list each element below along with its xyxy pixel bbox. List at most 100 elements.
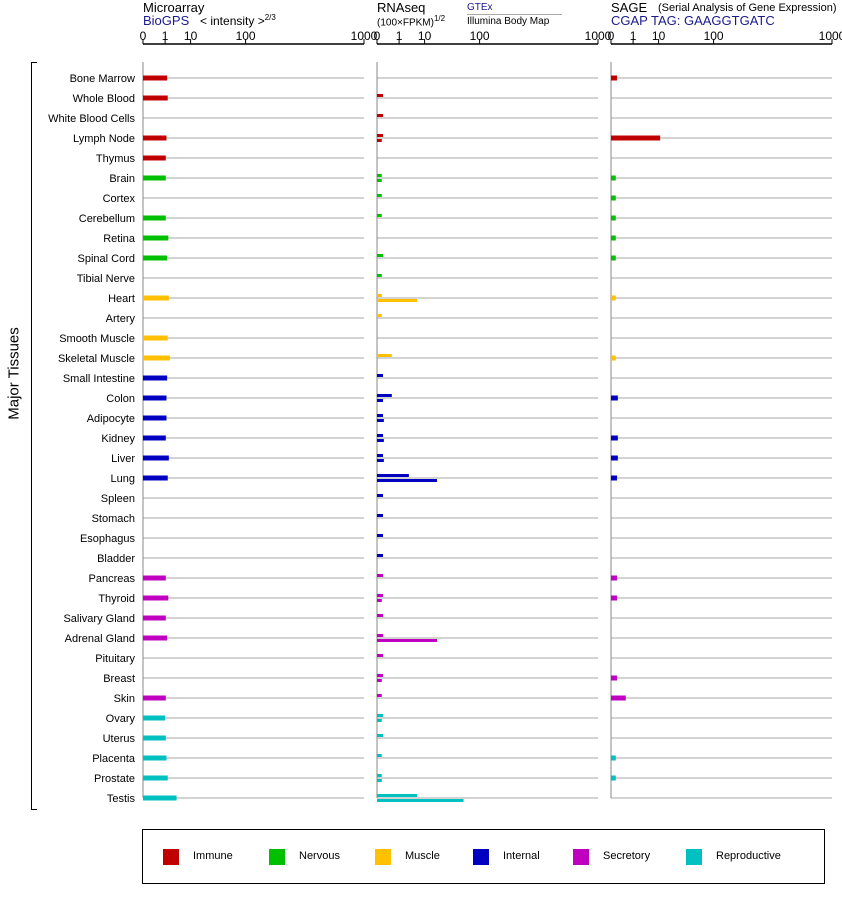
microarray-bar [143,695,166,701]
sage-bar [611,455,618,461]
microarray-bar [143,435,166,441]
legend-swatch-nervous [269,849,285,865]
tissue-label: Skeletal Muscle [58,353,135,365]
rnaseq-gtex-bar [377,314,382,317]
microarray-bar [143,135,167,141]
microarray-subtitle: < intensity >2/3 [200,13,276,28]
microarray-bar [143,615,166,621]
rnaseq-tick-label: 1000 [585,29,612,43]
tissue-label: Heart [108,293,135,305]
tissue-label: Adrenal Gland [65,633,135,645]
microarray-bar [143,215,166,221]
tissue-label: Artery [106,313,136,325]
microarray-tick-label: 100 [236,29,256,43]
sage-bar [611,695,626,701]
microarray-bar [143,75,168,81]
rnaseq-gtex-bar [377,594,383,597]
rnaseq-gtex-bar [377,454,383,457]
tissue-label: Lymph Node [73,133,135,145]
rnaseq-gtex-bar [377,354,392,357]
rnaseq-gtex-bar [377,114,383,117]
microarray-tick-label: 1 [162,29,169,43]
rnaseq-ibm-bar [377,299,418,302]
tissue-label: Bone Marrow [70,73,135,85]
sage-subtitle: (Serial Analysis of Gene Expression) [658,2,837,14]
rnaseq-ibm-bar [377,799,464,802]
rnaseq-gtex-bar [377,734,383,737]
rnaseq-tick-label: 10 [418,29,432,43]
tissue-label: Ovary [106,713,136,725]
rnaseq-ibm-bar [377,679,382,682]
tissue-label: Spinal Cord [78,253,135,265]
rnaseq-gtex-bar [377,694,382,697]
rnaseq-gtex-bar [377,514,383,517]
sage-bar [611,595,617,601]
tissue-label: Bladder [97,553,135,565]
sage-tag: TAG: GAAGGTGATC [651,13,775,28]
rnaseq-gtex-bar [377,294,382,297]
tissue-label: Cerebellum [79,213,135,225]
tissue-label: Whole Blood [73,93,135,105]
rnaseq-ibm-bar [377,599,382,602]
microarray-exponent: 2/3 [264,13,276,22]
microarray-bar [143,775,168,781]
sage-source: CGAP TAG: GAAGGTGATC [611,13,775,28]
sage-tick-label: 10 [652,29,666,43]
legend: Immune Nervous Muscle Internal Secretory Repr… [142,829,825,884]
sage-bar [611,215,616,221]
microarray-bar [143,795,177,801]
tissue-label: Salivary Gland [63,613,135,625]
microarray-unit: < intensity > [200,14,265,28]
rnaseq-title: RNAseq [377,0,426,15]
sage-tick-label: 0 [608,29,615,43]
sage-bar [611,775,616,781]
rnaseq-ibm-bar [377,139,382,142]
rnaseq-gtex-bar [377,434,383,437]
rnaseq-tick-label: 1 [396,29,403,43]
rnaseq-ibm-bar [377,479,437,482]
rnaseq-gtex-bar [377,654,383,657]
tissue-label: Testis [107,793,136,805]
rnaseq-ibm-bar [377,399,383,402]
rnaseq-gtex-bar [377,134,383,137]
ibm-source: Illumina Body Map [467,16,550,27]
rnaseq-ibm-bar [377,719,382,722]
tissue-label: Spleen [101,493,135,505]
microarray-bar [143,355,170,361]
rnaseq-ibm-bar [377,459,384,462]
sage-bar [611,175,616,181]
microarray-bar [143,575,166,581]
legend-label-immune: Immune [193,850,233,862]
rnaseq-gtex-bar [377,534,383,537]
tissue-label: Skin [114,693,135,705]
tissue-label: Colon [106,393,135,405]
microarray-title: Microarray [143,0,205,15]
sage-bar [611,755,616,761]
tissue-label: Pituitary [95,653,135,665]
tissue-label: Cortex [103,193,136,205]
rnaseq-gtex-bar [377,714,383,717]
tissue-label: Stomach [92,513,135,525]
sage-bar [611,675,617,681]
rnaseq-gtex-bar [377,754,382,757]
microarray-bar [143,415,167,421]
sage-bar [611,575,617,581]
legend-label-nervous: Nervous [299,850,340,862]
microarray-bar [143,235,169,241]
cgap-label: CGAP [611,13,648,28]
tissue-label: Liver [111,453,135,465]
microarray-bar [143,395,167,401]
sage-tick-label: 100 [704,29,724,43]
rnaseq-ibm-bar [377,439,384,442]
tissue-label: Pancreas [89,573,136,585]
legend-swatch-immune [163,849,179,865]
sage-bar [611,135,661,141]
microarray-tick-label: 10 [184,29,198,43]
sage-bar [611,355,616,361]
tissue-label: Adipocyte [87,413,135,425]
microarray-bar [143,375,168,381]
microarray-bar [143,755,167,761]
tissue-label: Uterus [103,733,136,745]
tissue-label: Kidney [101,433,135,445]
rnaseq-exponent: 1/2 [433,14,446,23]
